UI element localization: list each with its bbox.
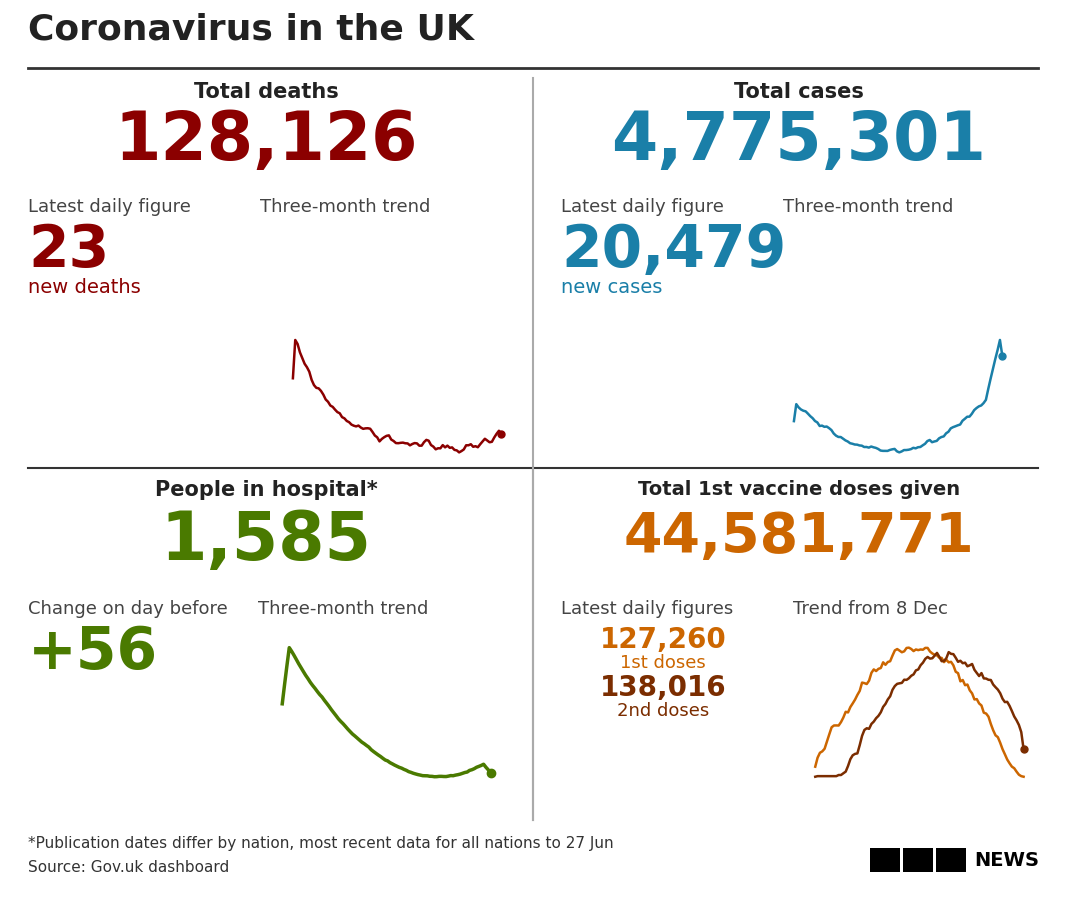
Text: 1st doses: 1st doses (620, 654, 706, 672)
Text: 128,126: 128,126 (114, 108, 418, 174)
Text: 2nd doses: 2nd doses (617, 702, 709, 720)
Text: Latest daily figure: Latest daily figure (28, 198, 191, 216)
Text: Trend from 8 Dec: Trend from 8 Dec (793, 600, 948, 618)
Text: Total deaths: Total deaths (194, 82, 338, 102)
FancyBboxPatch shape (903, 848, 933, 872)
Text: Three-month trend: Three-month trend (784, 198, 953, 216)
Text: 23: 23 (28, 222, 109, 279)
Text: Change on day before: Change on day before (28, 600, 228, 618)
Text: Total cases: Total cases (734, 82, 863, 102)
Text: 127,260: 127,260 (599, 626, 726, 654)
Text: Coronavirus in the UK: Coronavirus in the UK (28, 12, 474, 46)
Text: 1,585: 1,585 (161, 508, 371, 574)
Text: Latest daily figures: Latest daily figures (561, 600, 733, 618)
Text: Three-month trend: Three-month trend (260, 198, 431, 216)
Text: 138,016: 138,016 (600, 674, 726, 702)
Text: Source: Gov.uk dashboard: Source: Gov.uk dashboard (28, 860, 229, 875)
Text: new cases: new cases (561, 278, 662, 297)
FancyBboxPatch shape (870, 848, 900, 872)
Text: 20,479: 20,479 (561, 222, 787, 279)
Text: *Publication dates differ by nation, most recent data for all nations to 27 Jun: *Publication dates differ by nation, mos… (28, 836, 614, 851)
Text: NEWS: NEWS (974, 850, 1039, 869)
Text: 44,581,771: 44,581,771 (624, 510, 974, 564)
Text: Three-month trend: Three-month trend (258, 600, 429, 618)
Text: new deaths: new deaths (28, 278, 141, 297)
Text: B: B (878, 851, 892, 869)
Text: Latest daily figure: Latest daily figure (561, 198, 724, 216)
Text: People in hospital*: People in hospital* (155, 480, 377, 500)
Text: Total 1st vaccine doses given: Total 1st vaccine doses given (637, 480, 960, 499)
Text: +56: +56 (28, 624, 158, 681)
FancyBboxPatch shape (936, 848, 966, 872)
Text: B: B (911, 851, 925, 869)
Text: 4,775,301: 4,775,301 (612, 108, 986, 174)
Text: C: C (944, 851, 957, 869)
